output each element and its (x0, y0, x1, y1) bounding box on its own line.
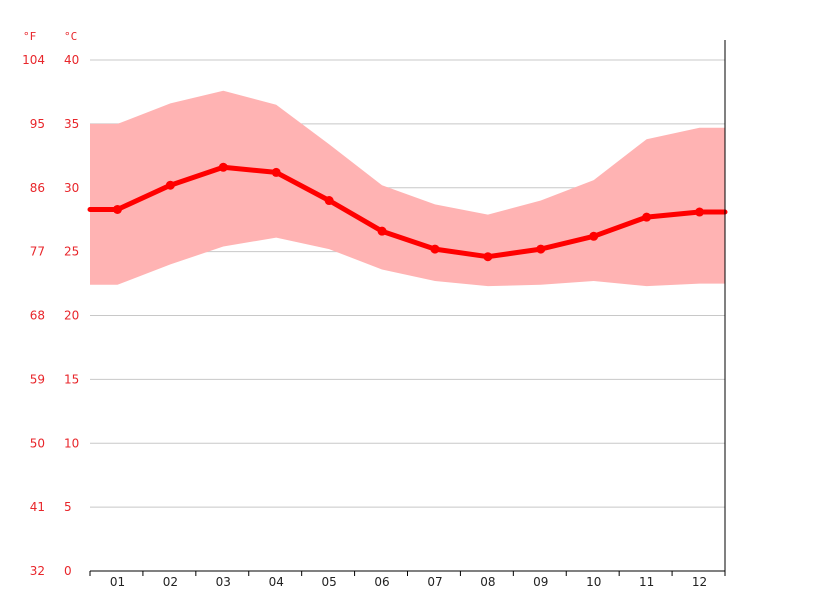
y-tick-label-fahrenheit: 86 (30, 181, 45, 195)
mean-temperature-point (589, 231, 599, 241)
fahrenheit-unit-label: °F (23, 30, 36, 43)
mean-temperature-point (642, 212, 652, 222)
y-tick-label-fahrenheit: 77 (30, 245, 45, 259)
x-tick-label: 03 (216, 575, 231, 589)
x-axis-ticks: 01 02 03 04 05 06 07 08 09 10 11 12 (89, 571, 726, 589)
y-tick-label-celsius: 5 (64, 500, 72, 514)
y-tick-label-fahrenheit: 59 (30, 372, 45, 386)
y-tick-label-fahrenheit: 104 (22, 53, 45, 67)
y-tick-label-fahrenheit: 95 (30, 117, 45, 131)
x-tick-label: 06 (374, 575, 389, 589)
y-tick-label-fahrenheit: 68 (30, 309, 45, 323)
y-axis-ticks: 104 40 95 35 86 30 77 25 68 20 59 15 50 10 41 5 32 0 (22, 53, 79, 578)
y-tick-label-celsius: 0 (64, 564, 72, 578)
mean-temperature-point (430, 244, 440, 254)
x-tick-label: 12 (692, 575, 707, 589)
mean-temperature-point (324, 196, 334, 206)
mean-temperature-line (87, 164, 728, 260)
mean-temperature-point (536, 244, 546, 254)
y-tick-label-fahrenheit: 50 (30, 436, 45, 450)
mean-temperature-series (87, 162, 728, 262)
x-tick-label: 07 (427, 575, 442, 589)
y-tick-label-celsius: 25 (64, 245, 79, 259)
y-tick-label-fahrenheit: 41 (30, 500, 45, 514)
x-tick-label: 04 (269, 575, 284, 589)
x-tick-label: 11 (639, 575, 654, 589)
mean-temperature-point (695, 207, 705, 217)
y-tick-label-celsius: 40 (64, 53, 79, 67)
y-tick-label-fahrenheit: 32 (30, 564, 45, 578)
mean-temperature-point (112, 204, 122, 214)
x-tick-label: 08 (480, 575, 495, 589)
y-tick-label-celsius: 20 (64, 309, 79, 323)
mean-temperature-point (271, 167, 281, 177)
y-tick-label-celsius: 15 (64, 372, 79, 386)
mean-temperature-point (218, 162, 228, 172)
min-max-range-area (90, 90, 725, 287)
x-tick-label: 05 (321, 575, 336, 589)
y-tick-label-celsius: 35 (64, 117, 79, 131)
y-tick-label-celsius: 30 (64, 181, 79, 195)
temperature-range-band (90, 90, 725, 287)
mean-temperature-point (377, 226, 387, 236)
mean-temperature-point (483, 252, 493, 262)
x-tick-label: 09 (533, 575, 548, 589)
x-tick-label: 10 (586, 575, 601, 589)
mean-temperature-point (165, 180, 175, 190)
y-tick-label-celsius: 10 (64, 436, 79, 450)
x-tick-label: 01 (110, 575, 125, 589)
celsius-unit-label: °C (64, 30, 77, 43)
x-tick-label: 02 (163, 575, 178, 589)
